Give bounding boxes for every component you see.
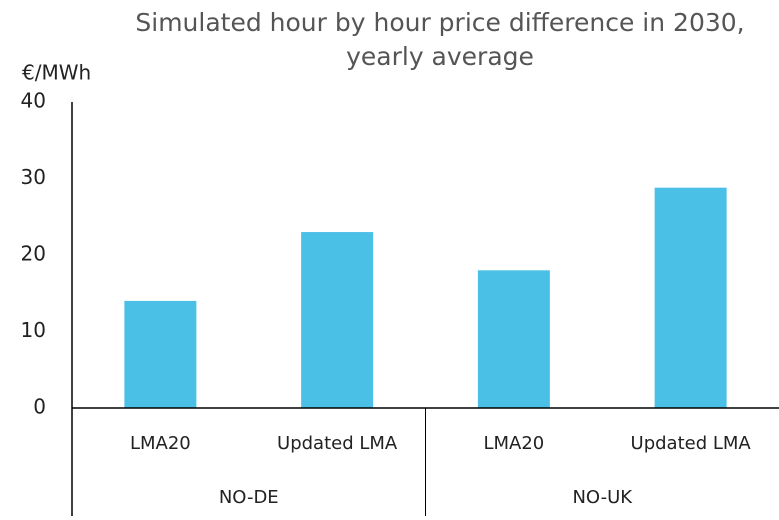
group-label: NO-DE	[219, 487, 279, 508]
bar	[654, 187, 727, 408]
x-tick-label: Updated LMA	[631, 433, 752, 454]
x-tick-label: Updated LMA	[277, 433, 398, 454]
x-tick-label: LMA20	[130, 433, 191, 454]
y-tick-label: 0	[33, 395, 46, 419]
y-tick-label: 40	[21, 89, 46, 113]
bar	[124, 300, 197, 408]
y-axis-label: €/MWh	[22, 61, 91, 85]
bar	[477, 270, 550, 408]
bar	[301, 232, 374, 408]
x-tick-label: LMA20	[483, 433, 544, 454]
y-tick-label: 10	[21, 318, 46, 342]
y-tick-label: 20	[21, 242, 46, 266]
chart-title: Simulated hour by hour price difference …	[135, 8, 745, 71]
y-tick-label: 30	[21, 165, 46, 189]
group-label: NO-UK	[572, 487, 633, 508]
